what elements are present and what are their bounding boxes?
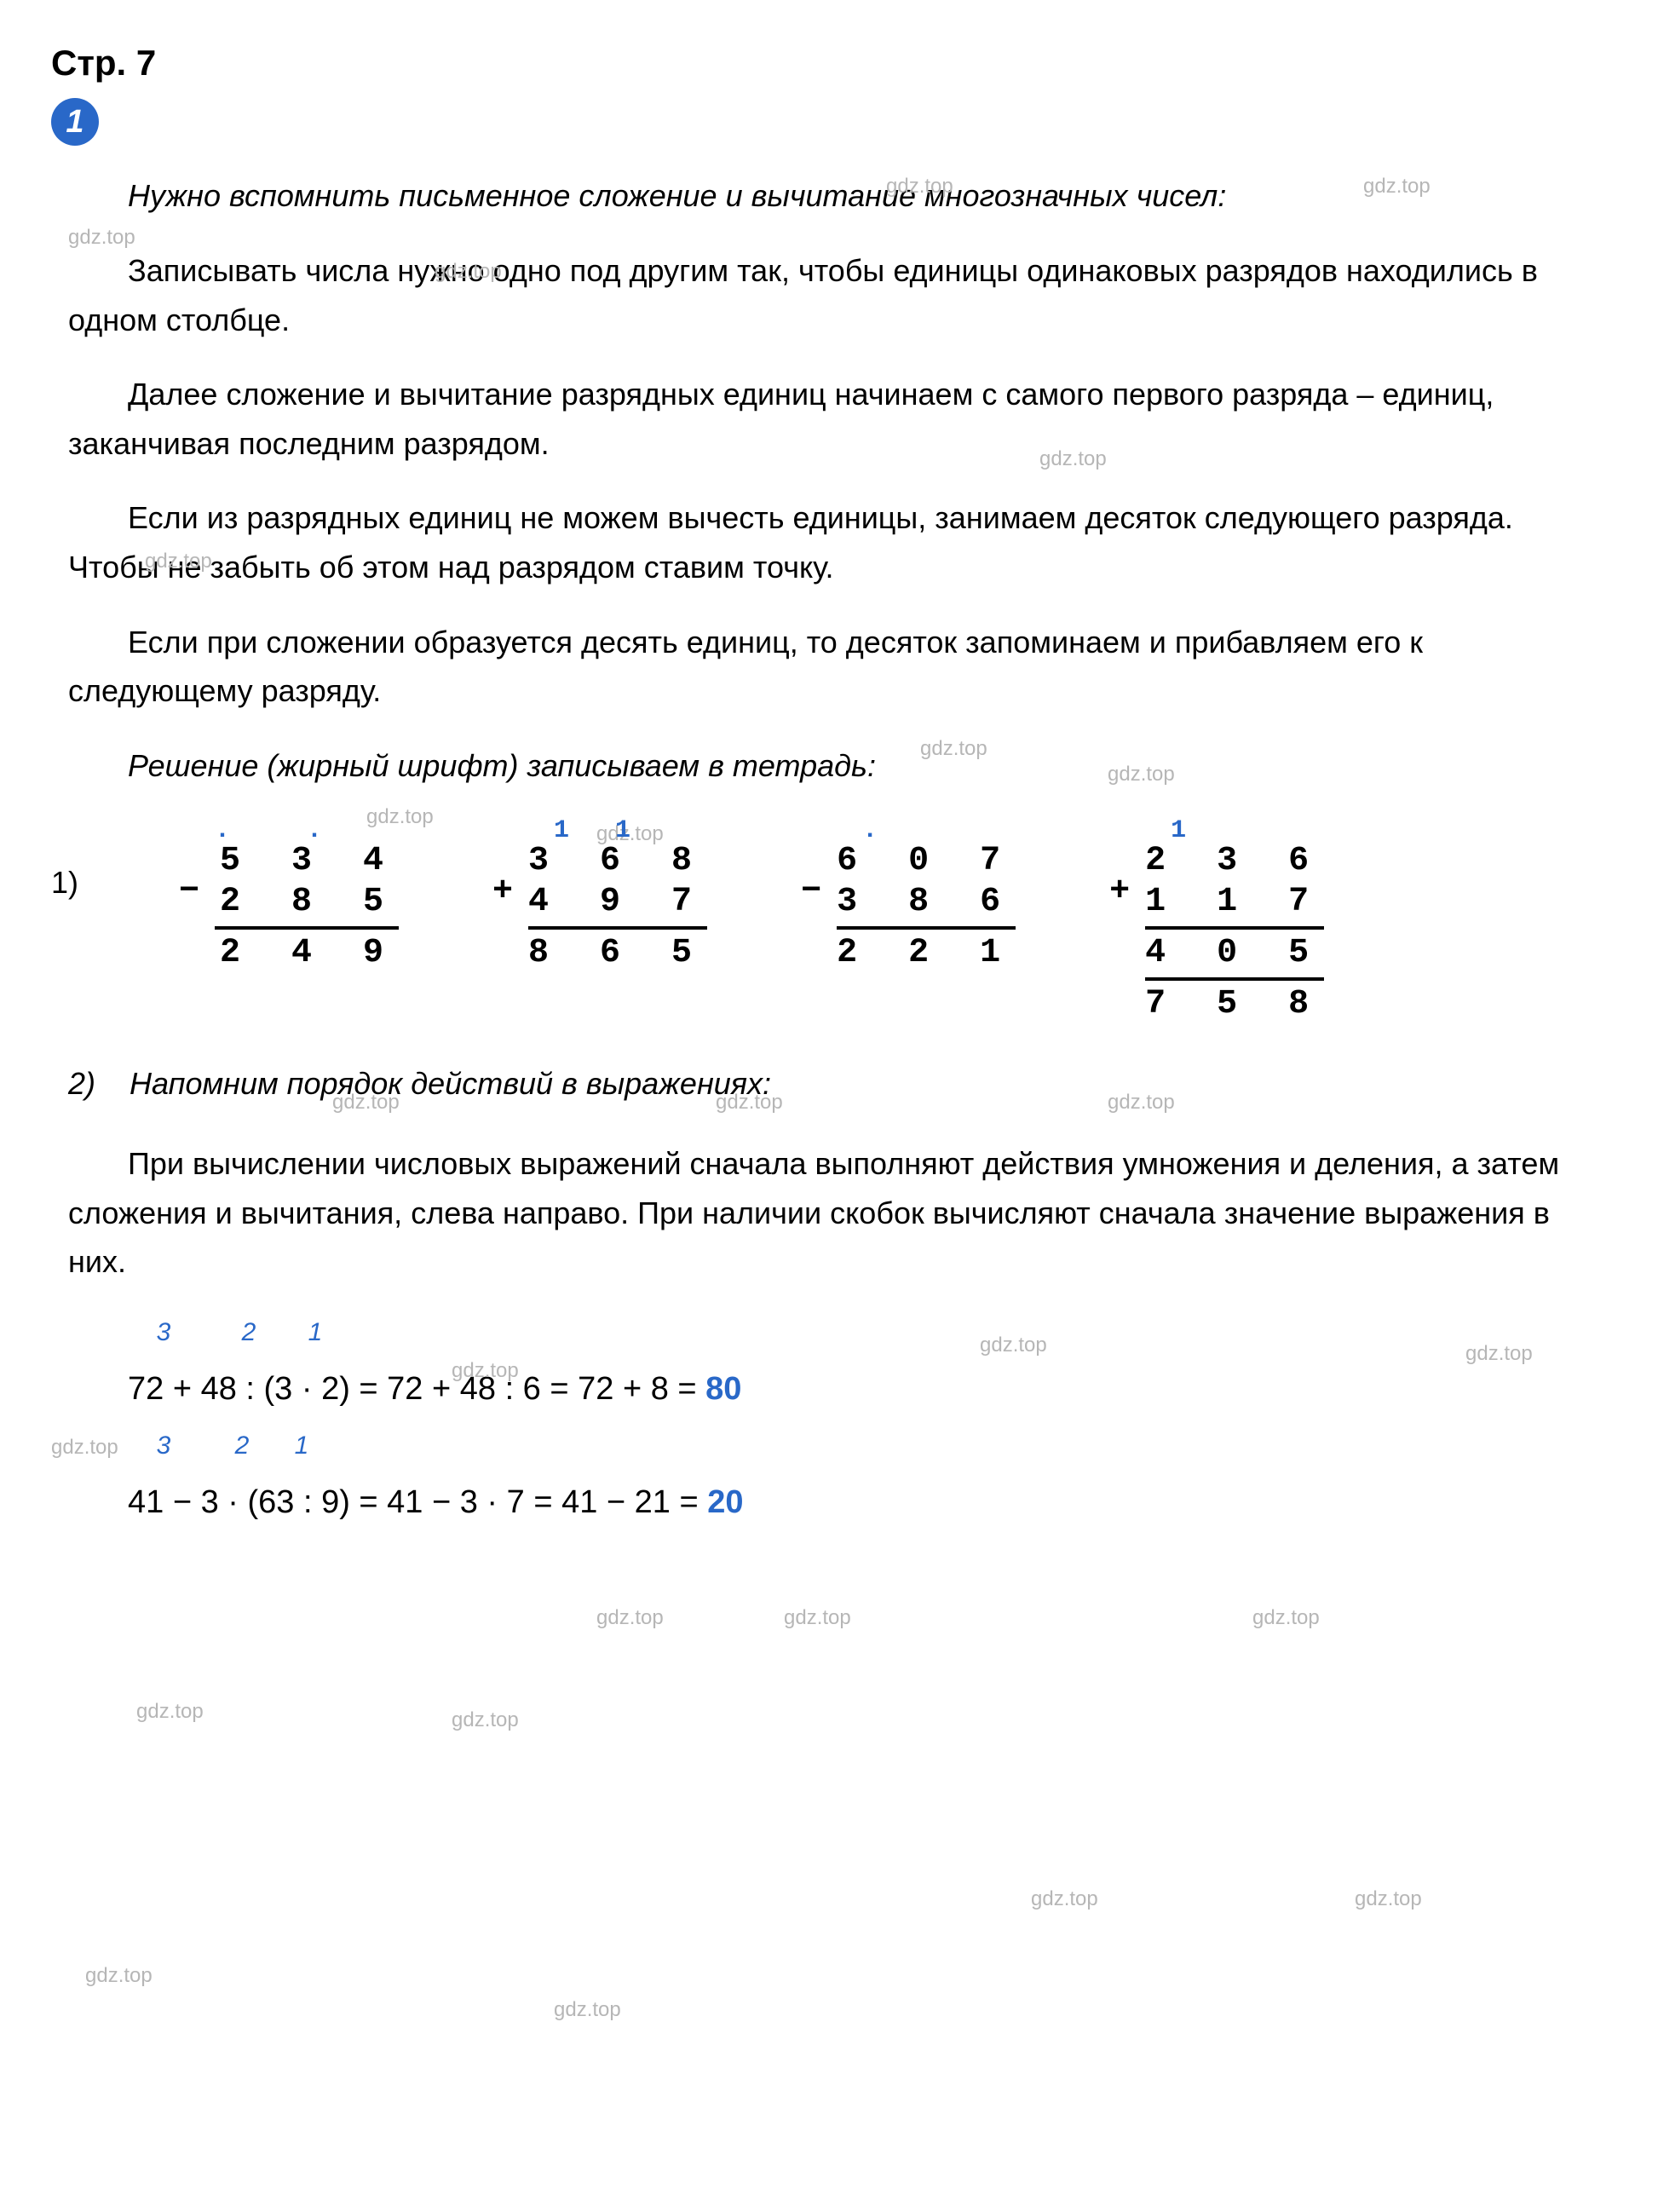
expression-line: 72 + 48 : (3 · 2) = 72 + 48 : 6 = 72 + 8… (128, 1363, 1607, 1415)
carry-row: . (837, 815, 1016, 841)
operand-a: 3 6 8 (528, 841, 707, 882)
column-calculations-row: 1) . . 5 3 4−2 8 52 4 91 1 3 6 8+4 9 78 … (51, 815, 1607, 1025)
paragraph-2: Далее сложение и вычитание разрядных еди… (51, 370, 1607, 468)
expression-text: 41 − 3 · (63 : 9) = 41 − 3 · 7 = 41 − 21… (128, 1484, 707, 1520)
result-row: 4 0 5 (1145, 926, 1324, 974)
operand-a: 6 0 7 (837, 841, 1016, 882)
result-row: 8 6 5 (528, 926, 707, 974)
paragraph-1: Записывать числа нужно одно под другим т… (51, 246, 1607, 344)
result-row: 2 4 9 (215, 926, 399, 974)
watermark: gdz.top (452, 1704, 519, 1737)
column-calculation: . 6 0 7−3 8 62 2 1 (801, 815, 1016, 1025)
order-mark: 2 (199, 1426, 285, 1466)
expression-answer: 20 (707, 1484, 743, 1520)
operation-sign: − (801, 865, 821, 919)
list-1-label: 1) (51, 815, 128, 907)
watermark: gdz.top (1031, 1883, 1098, 1915)
paragraph-3: Если из разрядных единиц не можем вычест… (51, 493, 1607, 591)
operand-a: 2 3 6 (1145, 841, 1324, 882)
watermark: gdz.top (1355, 1883, 1422, 1915)
column-calculation: 1 2 3 6 +1 1 74 0 57 5 8 (1109, 815, 1324, 1025)
operand-b: 1 1 7 (1145, 882, 1324, 923)
expression-answer: 80 (705, 1371, 741, 1407)
result-row: 7 5 8 (1145, 977, 1324, 1025)
operand-b: 4 9 7 (528, 882, 707, 923)
order-mark: 3 (128, 1426, 199, 1466)
intro-paragraph: Нужно вспомнить письменное сложение и вы… (51, 171, 1607, 221)
column-calculation: 1 1 3 6 8 +4 9 78 6 5 (492, 815, 707, 1025)
paragraph-4: Если при сложении образуется десять един… (51, 618, 1607, 716)
solution-note: Решение (жирный шрифт) записываем в тетр… (51, 741, 1607, 791)
operation-sign: − (179, 865, 199, 919)
order-mark: 2 (199, 1312, 298, 1353)
order-mark: 3 (128, 1312, 199, 1353)
operand-b: 2 8 5 (215, 882, 399, 923)
expression-line: 41 − 3 · (63 : 9) = 41 − 3 · 7 = 41 − 21… (128, 1477, 1607, 1529)
page-label: Стр. 7 (51, 34, 1607, 91)
result-row: 2 2 1 (837, 926, 1016, 974)
operand-a: 5 3 4 (215, 841, 399, 882)
operation-sign: + (492, 865, 513, 919)
column-calculation: . . 5 3 4−2 8 52 4 9 (179, 815, 399, 1025)
carry-row: 1 (1145, 815, 1324, 841)
expression-text: 72 + 48 : (3 · 2) = 72 + 48 : 6 = 72 + 8… (128, 1371, 705, 1407)
order-mark: 1 (298, 1312, 332, 1353)
section-2: 2) Напомним порядок действий в выражения… (51, 1059, 1607, 1528)
watermark: gdz.top (784, 1602, 851, 1634)
order-marks: 321 (128, 1426, 1607, 1466)
carry-row: 1 1 (528, 815, 707, 841)
operation-sign: + (1109, 865, 1130, 919)
page-header: Стр. 7 1 (51, 34, 1607, 146)
order-marks: 321 (128, 1312, 1607, 1353)
watermark: gdz.top (554, 1994, 621, 2026)
list-2-title: Напомним порядок действий в выражениях: (130, 1066, 771, 1101)
watermark: gdz.top (1252, 1602, 1320, 1634)
operand-b: 3 8 6 (837, 882, 1016, 923)
paragraph-5: При вычислении числовых выражений сначал… (51, 1139, 1607, 1287)
exercise-badge: 1 (51, 98, 99, 146)
order-mark: 1 (285, 1426, 319, 1466)
expressions-block: 32172 + 48 : (3 · 2) = 72 + 48 : 6 = 72 … (128, 1312, 1607, 1529)
watermark: gdz.top (596, 1602, 664, 1634)
watermark: gdz.top (85, 1960, 153, 1992)
list-2-label: 2) (68, 1066, 95, 1101)
carry-row: . . (215, 815, 399, 841)
watermark: gdz.top (136, 1696, 204, 1728)
